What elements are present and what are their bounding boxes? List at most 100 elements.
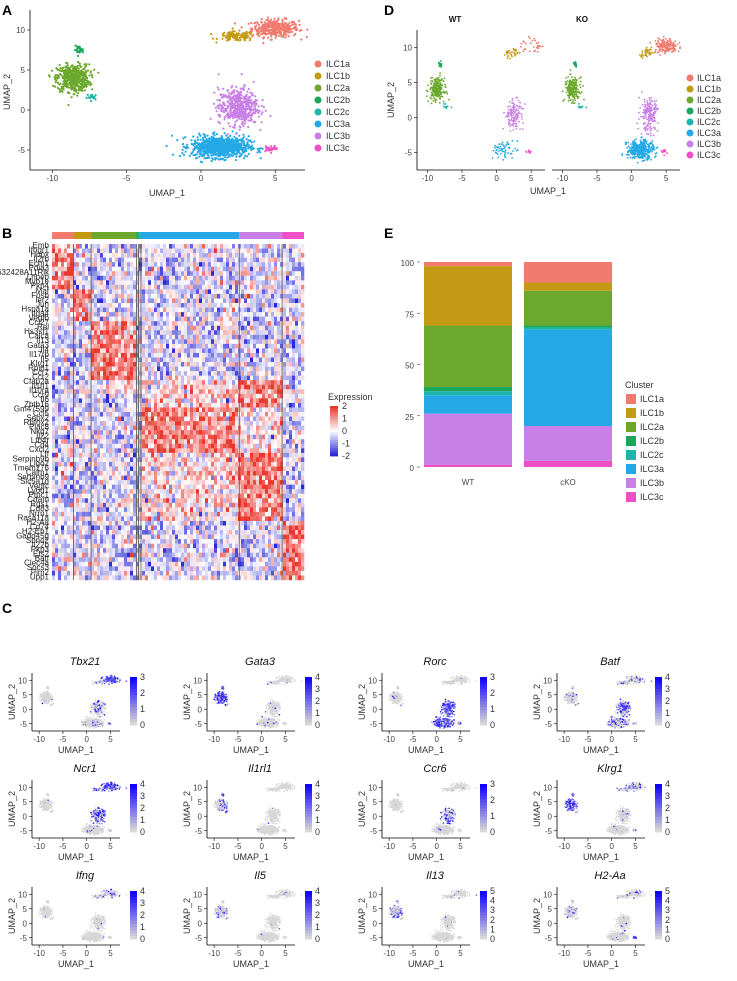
point (639, 141, 642, 144)
heatmap-cell (118, 284, 122, 290)
point (430, 97, 433, 100)
heatmap-cell (256, 280, 260, 286)
heatmap-cell (73, 280, 77, 286)
point (89, 83, 92, 87)
heatmap-cell (277, 257, 281, 263)
point (518, 112, 521, 114)
heatmap-cell (100, 244, 104, 249)
point (636, 122, 639, 125)
heatmap-cell (58, 284, 62, 290)
point (440, 87, 442, 89)
point (523, 41, 525, 43)
point (215, 133, 218, 136)
heatmap-cell (205, 289, 209, 295)
heatmap-cell (79, 257, 83, 263)
point (76, 47, 79, 50)
heatmap-cell (166, 244, 170, 249)
point (203, 143, 206, 146)
point (84, 70, 88, 73)
heatmap-cell (241, 275, 245, 281)
point (668, 37, 671, 40)
point (237, 143, 240, 146)
point (227, 116, 230, 119)
point (230, 142, 233, 145)
point (225, 39, 229, 42)
heatmap-cell (295, 244, 299, 249)
heatmap-cell (67, 257, 71, 263)
point (436, 92, 439, 95)
point (238, 29, 241, 32)
point (657, 51, 660, 54)
point (506, 141, 509, 144)
heatmap-cell (190, 253, 194, 258)
heatmap-cell (277, 280, 281, 286)
point (652, 108, 655, 110)
legend-label: ILC3b (326, 131, 350, 141)
heatmap-cell (178, 271, 182, 276)
point (236, 149, 239, 152)
heatmap-cell (286, 262, 290, 267)
heatmap-cell (238, 284, 242, 290)
point (239, 38, 242, 42)
heatmap-cell (85, 262, 89, 267)
legend-swatch (314, 72, 322, 80)
point (535, 42, 538, 45)
heatmap-cell (52, 262, 56, 267)
point (673, 44, 675, 47)
heatmap-cell (85, 257, 89, 263)
point (649, 41, 652, 44)
point (236, 111, 239, 114)
point (277, 31, 280, 34)
point (243, 37, 246, 41)
point (240, 107, 243, 110)
point (632, 148, 635, 151)
point (59, 89, 62, 92)
point (642, 55, 645, 57)
heatmap-cell (301, 280, 305, 286)
point (431, 89, 434, 91)
heatmap-cell (190, 293, 194, 299)
heatmap-cell (190, 280, 194, 286)
heatmap-cell (175, 289, 179, 295)
point (93, 96, 96, 99)
heatmap-cell (229, 280, 233, 286)
point (434, 84, 437, 87)
point (508, 100, 511, 103)
heatmap-cell (109, 284, 113, 290)
heatmap-cell (193, 244, 197, 249)
heatmap-cell (199, 289, 203, 295)
point (508, 112, 511, 115)
heatmap-cell (292, 257, 296, 263)
heatmap-cell (274, 289, 278, 295)
heatmap-cell (103, 293, 107, 299)
point (235, 85, 238, 88)
heatmap-cell (154, 248, 158, 254)
point (636, 148, 639, 151)
point (234, 38, 237, 42)
point (234, 145, 237, 148)
point (234, 99, 237, 102)
heatmap-cell (184, 289, 188, 295)
point (645, 142, 648, 145)
point (500, 147, 503, 150)
heatmap-cell (283, 244, 287, 249)
point (574, 76, 576, 79)
heatmap-cell (283, 266, 287, 272)
point (514, 52, 516, 55)
point (225, 142, 228, 145)
point (437, 87, 440, 90)
legend-label: ILC2c (326, 107, 350, 117)
point (515, 97, 518, 99)
heatmap-cell (253, 244, 257, 249)
point (229, 125, 232, 128)
point (572, 85, 574, 88)
point (576, 97, 579, 100)
heatmap-cell (118, 253, 122, 258)
heatmap-cell (124, 275, 128, 281)
x-tick-label: 0 (494, 174, 499, 183)
heatmap-cell (283, 289, 287, 295)
heatmap-cell (136, 271, 140, 276)
point (524, 103, 526, 105)
point (519, 101, 521, 104)
point (520, 42, 523, 45)
